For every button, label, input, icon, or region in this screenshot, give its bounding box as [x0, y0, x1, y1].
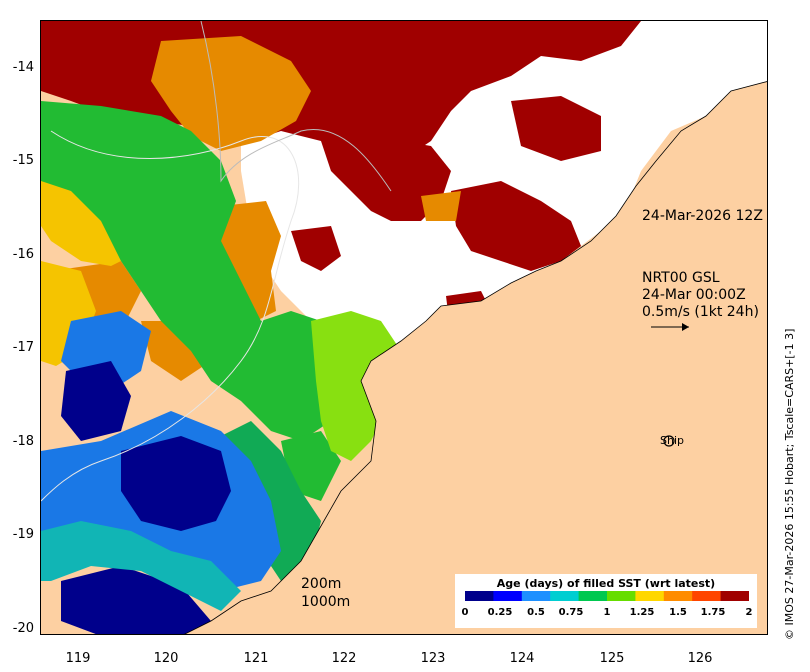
legend-tick-label: 0	[461, 607, 469, 618]
coastline-land	[184, 81, 767, 634]
lon-tick-label: 122	[331, 651, 357, 666]
lat-tick-label: -18	[12, 434, 34, 449]
legend-colorbar	[465, 591, 749, 601]
age-1-6-region	[421, 191, 461, 221]
isobath-1000m	[200, 21, 392, 192]
lon-tick-label: 120	[153, 651, 179, 666]
isobath-1000m-label: 1000m	[301, 594, 351, 610]
legend-swatch	[720, 591, 749, 601]
legend-swatch	[692, 591, 722, 601]
legend-title: Age (days) of filled SST (wrt latest)	[496, 577, 716, 590]
legend-swatch	[465, 591, 494, 601]
product-line-3: 0.5m/s (1kt 24h)	[642, 304, 759, 320]
lat-tick-label: -20	[12, 621, 34, 636]
legend-tick-label: 1	[603, 607, 611, 618]
sst-age-map: 24-Mar-2026 12Z NRT00 GSL 24-Mar 00:00Z …	[40, 20, 768, 635]
lon-tick-label: 126	[687, 651, 713, 666]
age-1-region	[41, 101, 351, 441]
date-label: 24-Mar-2026 12Z	[642, 208, 763, 224]
legend-tick-label: 1.75	[700, 607, 726, 618]
legend-swatch	[521, 591, 551, 601]
lat-tick-label: -17	[12, 340, 34, 355]
legend-tick-label: 1.25	[629, 607, 655, 618]
age-0-1-region	[121, 436, 231, 531]
current-scale-arrowhead	[682, 323, 689, 331]
age-2-region	[451, 181, 581, 271]
legend-tick-label: 0.25	[487, 607, 513, 618]
legend-tick-label: 0.5	[527, 607, 545, 618]
lat-tick-label: -19	[12, 527, 34, 542]
legend-swatch	[578, 591, 608, 601]
legend-tick-label: 2	[745, 607, 753, 618]
lon-tick-label: 121	[243, 651, 269, 666]
ship-label: Ship	[660, 434, 684, 447]
lat-tick-label: -14	[12, 60, 34, 75]
legend-swatch	[550, 591, 580, 601]
age-1-6-region	[151, 36, 311, 151]
isobath-200m	[41, 130, 300, 502]
legend-tick-label: 1.5	[669, 607, 687, 618]
lon-tick-label: 123	[420, 651, 446, 666]
age-0-1-region	[61, 361, 131, 441]
product-line-2: 24-Mar 00:00Z	[642, 287, 746, 303]
age-2-region	[291, 226, 341, 271]
lat-tick-label: -16	[12, 247, 34, 262]
legend-swatch	[607, 591, 636, 601]
ship-marker	[663, 435, 675, 447]
lon-tick-label: 119	[65, 651, 91, 666]
lat-tick-label: -15	[12, 153, 34, 168]
lon-tick-label: 124	[509, 651, 535, 666]
isobath-200m-label: 200m	[301, 576, 342, 592]
age-0-7-region	[41, 521, 241, 611]
sst-map-canvas	[41, 21, 767, 634]
age-0-1-region	[61, 566, 211, 634]
product-line-1: NRT00 GSL	[642, 270, 720, 286]
legend-swatch	[493, 591, 523, 601]
age-2-region	[321, 136, 451, 221]
legend-swatch	[663, 591, 693, 601]
lon-tick-label: 125	[599, 651, 625, 666]
legend: Age (days) of filled SST (wrt latest) 0 …	[455, 574, 757, 628]
age-2-region	[511, 96, 601, 161]
legend-tick-label: 0.75	[558, 607, 584, 618]
legend-swatch	[635, 591, 665, 601]
credit-text: © IMOS 27-Mar-2026 15:55 Hobart; Tscale=…	[783, 328, 796, 640]
